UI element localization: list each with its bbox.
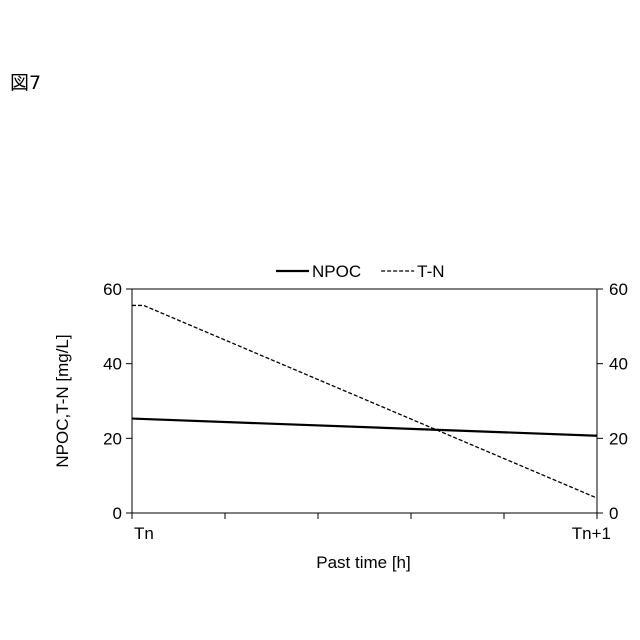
y-tick-label: 20 [103, 429, 122, 448]
series-line-npoc [132, 419, 597, 436]
y-axis-label: NPOC,T-N [mg/L] [53, 334, 72, 467]
series-layer [132, 305, 597, 498]
x-tick-label: Tn+1 [572, 524, 611, 543]
y2-tick-label: 0 [609, 504, 618, 523]
y2-tick-label: 60 [609, 280, 628, 299]
plot-frame [132, 289, 597, 513]
legend-label: T-N [417, 262, 444, 281]
x-axis-label: Past time [h] [316, 553, 410, 572]
y2-tick-label: 20 [609, 429, 628, 448]
y-tick-label: 40 [103, 355, 122, 374]
y-tick-label: 0 [113, 504, 122, 523]
series-line-t-n [132, 305, 597, 498]
y-tick-label: 60 [103, 280, 122, 299]
y2-tick-label: 40 [609, 355, 628, 374]
legend-label: NPOC [312, 262, 361, 281]
axes-layer: 0 20 40 60 0 20 40 60 Tn Tn+1 [103, 280, 628, 543]
legend: NPOC T-N [276, 262, 445, 281]
x-tick-label: Tn [134, 524, 154, 543]
